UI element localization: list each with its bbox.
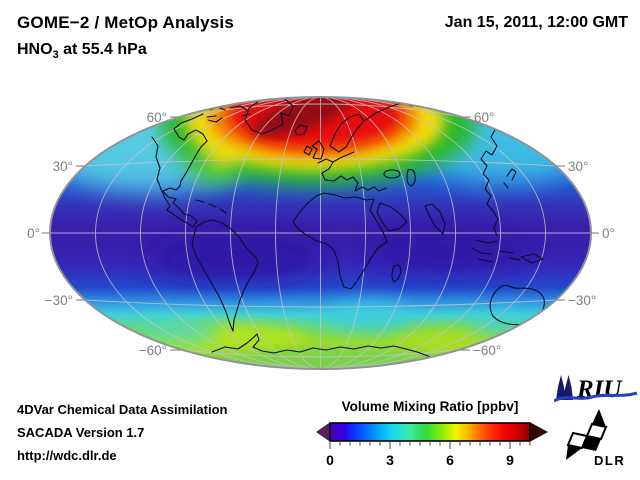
lat-label-left-30: 30° — [53, 159, 73, 174]
lat-label-left-m60: −60° — [139, 343, 167, 358]
species-formula: HNO — [17, 41, 53, 58]
cologne-cathedral-icon — [556, 375, 573, 400]
colorbar-title: Volume Mixing Ratio [ppbv] — [341, 399, 519, 414]
footer-line-assimilation: 4DVar Chemical Data Assimilation — [17, 402, 228, 417]
rhine-wave-icon — [554, 391, 638, 403]
pressure-level-label: at 55.4 hPa — [58, 41, 147, 58]
dlr-logo: DLR — [566, 409, 625, 468]
lat-label-right-0: 0° — [602, 226, 615, 241]
datetime-label: Jan 15, 2011, 12:00 GMT — [444, 14, 628, 31]
colorbar-tick-label-3: 3 — [386, 452, 394, 468]
lat-label-right-60: 60° — [474, 110, 494, 125]
lat-label-right-m60: −60° — [473, 343, 501, 358]
lat-label-left-60: 60° — [147, 110, 167, 125]
page-subtitle: HNO3 at 55.4 hPa — [17, 41, 147, 61]
dlr-logo-text: DLR — [594, 453, 625, 468]
colorbar-left-arrow — [316, 422, 330, 442]
colorbar-right-arrow — [530, 422, 548, 442]
footer-line-url: http://wdc.dlr.de — [17, 448, 117, 463]
footer-credits: 4DVar Chemical Data Assimilation SACADA … — [17, 398, 228, 467]
colorbar-ticks — [329, 441, 531, 449]
lat-label-right-30: 30° — [568, 159, 588, 174]
colorbar-tick-label-0: 0 — [326, 452, 334, 468]
lat-label-left-m30: −30° — [45, 293, 73, 308]
dlr-emblem-icon — [566, 409, 608, 460]
latitude-ticks — [42, 116, 599, 351]
page-title: GOME−2 / MetOp Analysis — [17, 13, 235, 32]
graticule — [50, 97, 591, 369]
colorbar-gradient-bar — [329, 422, 531, 442]
species-formula-subscript: 3 — [52, 49, 59, 62]
riu-logo: RIU — [554, 375, 638, 403]
colorbar-tick-label-6: 6 — [446, 452, 454, 468]
colorbar: 0 3 6 9 — [316, 422, 548, 468]
lat-label-left-0: 0° — [27, 226, 40, 241]
lat-label-right-m30: −30° — [568, 293, 596, 308]
latitude-labels: 60° 30° 0° −30° −60° 60° 30° 0° −30° −60… — [27, 110, 615, 358]
colorbar-tick-label-9: 9 — [506, 452, 514, 468]
footer-line-version: SACADA Version 1.7 — [17, 425, 145, 440]
